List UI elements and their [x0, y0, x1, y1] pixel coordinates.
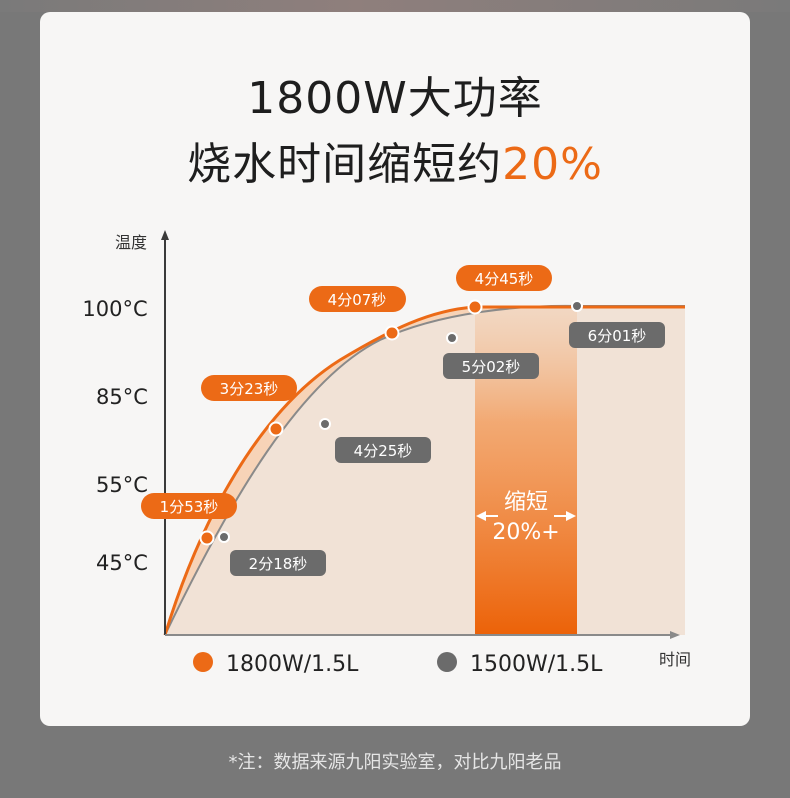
area-between-curves — [165, 305, 577, 635]
svg-text:4分45秒: 4分45秒 — [475, 270, 534, 288]
label-1500w-85c: 4分25秒 — [335, 437, 431, 463]
top-strip — [0, 0, 790, 12]
point-1500w-96c — [446, 332, 458, 344]
label-1500w-45c: 2分18秒 — [230, 550, 326, 576]
legend-dot-1500w — [437, 652, 457, 672]
point-1500w-45c — [218, 531, 230, 543]
double-arrow-icon — [476, 511, 576, 521]
headline-time-saving-percent: 20% — [502, 139, 603, 190]
x-axis-arrow-icon — [670, 631, 680, 639]
legend-label-1800w: 1800W/1.5L — [226, 652, 359, 677]
legend-dot-1800w — [193, 652, 213, 672]
point-1500w-85c — [319, 418, 331, 430]
label-1800w-85c: 3分23秒 — [201, 375, 297, 401]
label-1500w-96c: 5分02秒 — [443, 353, 539, 379]
y-axis-arrow-icon — [161, 230, 169, 240]
headline-time-saving: 烧水时间缩短约20% — [0, 128, 790, 192]
y-tick-label-100: 100°C — [82, 297, 147, 321]
label-1800w-45c: 1分53秒 — [141, 493, 237, 519]
point-1800w-100c — [467, 299, 483, 315]
point-1500w-100c — [571, 300, 583, 312]
label-1800w-96c: 4分07秒 — [309, 286, 406, 312]
point-1800w-96c — [384, 325, 400, 341]
svg-text:3分23秒: 3分23秒 — [220, 380, 279, 398]
point-1800w-45c — [199, 530, 215, 546]
headline-time-saving-main: 烧水时间缩短约 — [187, 139, 503, 190]
footnote: *注：数据来源九阳实验室，对比九阳老品 — [228, 752, 562, 773]
time-saving-label: 缩短 — [504, 490, 548, 515]
y-tick-label-55: 55°C — [96, 473, 148, 497]
time-saving-value: 20%+ — [492, 520, 559, 545]
point-1800w-85c — [268, 421, 284, 437]
svg-text:5分02秒: 5分02秒 — [462, 358, 521, 376]
svg-text:2分18秒: 2分18秒 — [249, 555, 308, 573]
svg-text:6分01秒: 6分01秒 — [588, 327, 647, 345]
y-tick-label-85: 85°C — [96, 385, 148, 409]
x-axis-label: 时间 — [659, 650, 691, 669]
legend-label-1500w: 1500W/1.5L — [470, 652, 603, 677]
line-1800w — [163, 305, 685, 636]
svg-text:1分53秒: 1分53秒 — [160, 498, 219, 516]
y-tick-label-45: 45°C — [96, 551, 148, 575]
headline-power: 1800W大功率 — [247, 73, 543, 124]
svg-text:4分07秒: 4分07秒 — [328, 291, 387, 309]
svg-text:4分25秒: 4分25秒 — [354, 442, 413, 460]
y-axis-label: 温度 — [115, 233, 147, 252]
label-1500w-100c: 6分01秒 — [569, 322, 665, 348]
label-1800w-100c: 4分45秒 — [456, 265, 552, 291]
